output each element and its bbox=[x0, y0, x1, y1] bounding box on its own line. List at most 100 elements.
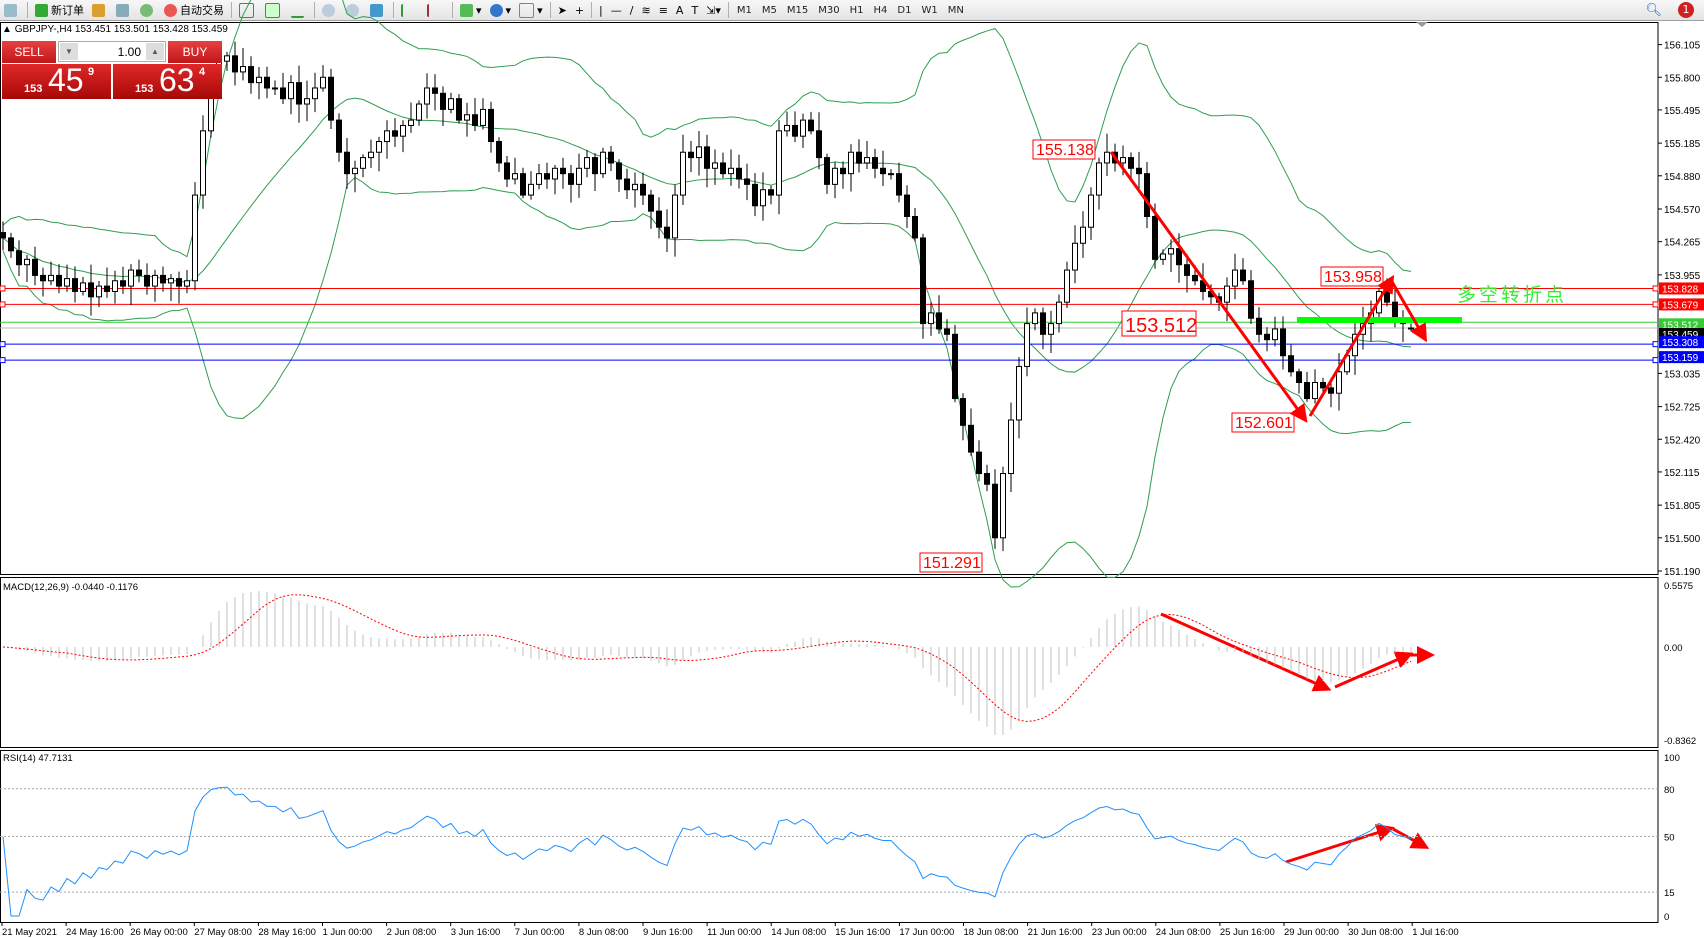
magnifier-icon bbox=[4, 3, 17, 17]
line-chart-button[interactable] bbox=[287, 1, 311, 19]
timeframe-d1[interactable]: D1 bbox=[897, 4, 912, 16]
candle bbox=[520, 167, 526, 199]
gold-icon bbox=[92, 3, 105, 17]
timeframe-h1[interactable]: H1 bbox=[849, 4, 864, 16]
bar-chart-button[interactable] bbox=[235, 1, 261, 19]
line-handle bbox=[0, 301, 6, 308]
lot-increase-button[interactable]: ▲ bbox=[146, 43, 164, 60]
search-icon[interactable]: 🔍︎ bbox=[1645, 2, 1662, 18]
candle bbox=[80, 276, 86, 296]
new-order-button[interactable]: 新订单 bbox=[31, 1, 88, 19]
candle bbox=[288, 75, 294, 115]
candle-body bbox=[128, 269, 134, 287]
sell-button[interactable]: SELL bbox=[2, 41, 56, 63]
candle bbox=[320, 65, 326, 92]
price-tick-label: 155.495 bbox=[1664, 106, 1701, 117]
chart-shift-button[interactable] bbox=[423, 1, 449, 19]
candle-body bbox=[880, 167, 886, 175]
candle-body bbox=[24, 258, 30, 266]
candle bbox=[1240, 258, 1246, 285]
price-tick-label: 154.880 bbox=[1664, 172, 1701, 183]
indicators-button[interactable]: ▾ bbox=[456, 1, 486, 19]
candle-body bbox=[816, 130, 822, 159]
text-button[interactable]: A bbox=[672, 1, 688, 19]
candle bbox=[8, 232, 14, 258]
candle bbox=[456, 94, 462, 124]
timeframe-mn[interactable]: MN bbox=[947, 4, 964, 16]
candle-body bbox=[1040, 312, 1046, 335]
history-button[interactable] bbox=[112, 1, 136, 19]
macd-tick-label: -0.8362 bbox=[1664, 736, 1696, 747]
lot-decrease-button[interactable]: ▼ bbox=[60, 43, 78, 60]
template-icon bbox=[519, 2, 535, 18]
candle-body bbox=[1000, 473, 1006, 539]
sell-price[interactable]: 153 45 9 bbox=[2, 62, 111, 99]
periods-button[interactable]: ▾ bbox=[486, 1, 516, 19]
autoscroll-button[interactable] bbox=[397, 1, 423, 19]
auto-trading-button[interactable]: 自动交易 bbox=[160, 1, 228, 19]
candle bbox=[728, 149, 734, 186]
auto-trading-label: 自动交易 bbox=[180, 4, 224, 17]
candle-body bbox=[1312, 382, 1318, 400]
trend-arrow bbox=[1285, 824, 1395, 864]
candle-chart-button[interactable] bbox=[261, 1, 287, 19]
templates-button[interactable]: ▾ bbox=[515, 1, 547, 19]
label-button[interactable]: T bbox=[687, 1, 702, 19]
candle-body bbox=[1024, 323, 1030, 367]
plus-icon bbox=[35, 3, 48, 17]
candle bbox=[200, 115, 206, 209]
zoom-in-button[interactable] bbox=[318, 1, 342, 19]
price-tick-label: 151.500 bbox=[1664, 534, 1701, 545]
timeframe-m30[interactable]: M30 bbox=[818, 4, 840, 16]
timeframe-m1[interactable]: M1 bbox=[736, 4, 752, 16]
line-chart-icon bbox=[291, 3, 304, 18]
lot-size-input[interactable]: ▼ 1.00 ▲ bbox=[58, 41, 166, 62]
candle bbox=[272, 80, 278, 95]
candle-body bbox=[304, 98, 310, 105]
buy-price[interactable]: 153 63 4 bbox=[113, 62, 222, 99]
candle-body bbox=[224, 55, 230, 62]
horizontal-line-button[interactable]: — bbox=[607, 1, 626, 19]
line-handle bbox=[1652, 341, 1659, 348]
candle bbox=[336, 113, 342, 162]
candle-body bbox=[576, 167, 582, 185]
zoom-out-button[interactable] bbox=[342, 1, 366, 19]
time-label: 24 May 16:00 bbox=[66, 927, 124, 938]
timeframe-h4[interactable]: H4 bbox=[873, 4, 888, 16]
candle-body bbox=[784, 124, 790, 132]
price-annotation: 151.291 bbox=[923, 555, 981, 572]
time-label: 30 Jun 08:00 bbox=[1348, 927, 1403, 938]
arrows-button[interactable]: ⇲▾ bbox=[702, 1, 725, 19]
buy-button[interactable]: BUY bbox=[168, 41, 222, 63]
tile-windows-button[interactable] bbox=[366, 1, 390, 19]
candle-body bbox=[1048, 323, 1054, 335]
candle-body bbox=[1256, 317, 1262, 335]
candle-body bbox=[1128, 157, 1134, 169]
cursor-button[interactable]: ➤ bbox=[554, 1, 571, 19]
price-tag-label: 153.679 bbox=[1662, 300, 1699, 311]
timeframe-m5[interactable]: M5 bbox=[761, 4, 777, 16]
candle bbox=[232, 41, 238, 86]
trendline-button[interactable]: / bbox=[626, 1, 638, 19]
candle-body bbox=[56, 274, 62, 287]
signal-icon bbox=[140, 3, 153, 17]
candle-body bbox=[688, 151, 694, 159]
channel-button[interactable]: ≋ bbox=[637, 1, 654, 19]
vertical-line-button[interactable]: | bbox=[595, 1, 607, 19]
market-watch-button[interactable] bbox=[88, 1, 112, 19]
candle-body bbox=[448, 98, 454, 110]
candle bbox=[88, 264, 94, 316]
zoom-tool-button[interactable] bbox=[0, 1, 24, 19]
candle-body bbox=[896, 173, 902, 196]
time-label: 28 May 16:00 bbox=[258, 927, 316, 938]
vertical-line-icon: | bbox=[599, 3, 603, 17]
crosshair-button[interactable]: + bbox=[571, 1, 588, 19]
candle-body bbox=[1032, 312, 1038, 325]
timeframe-w1[interactable]: W1 bbox=[921, 4, 938, 16]
timeframe-m15[interactable]: M15 bbox=[786, 4, 809, 16]
signals-button[interactable] bbox=[136, 1, 160, 19]
notification-badge[interactable]: 1 bbox=[1678, 2, 1694, 18]
fibonacci-button[interactable]: ≡ bbox=[655, 1, 672, 19]
candle bbox=[1184, 254, 1190, 293]
